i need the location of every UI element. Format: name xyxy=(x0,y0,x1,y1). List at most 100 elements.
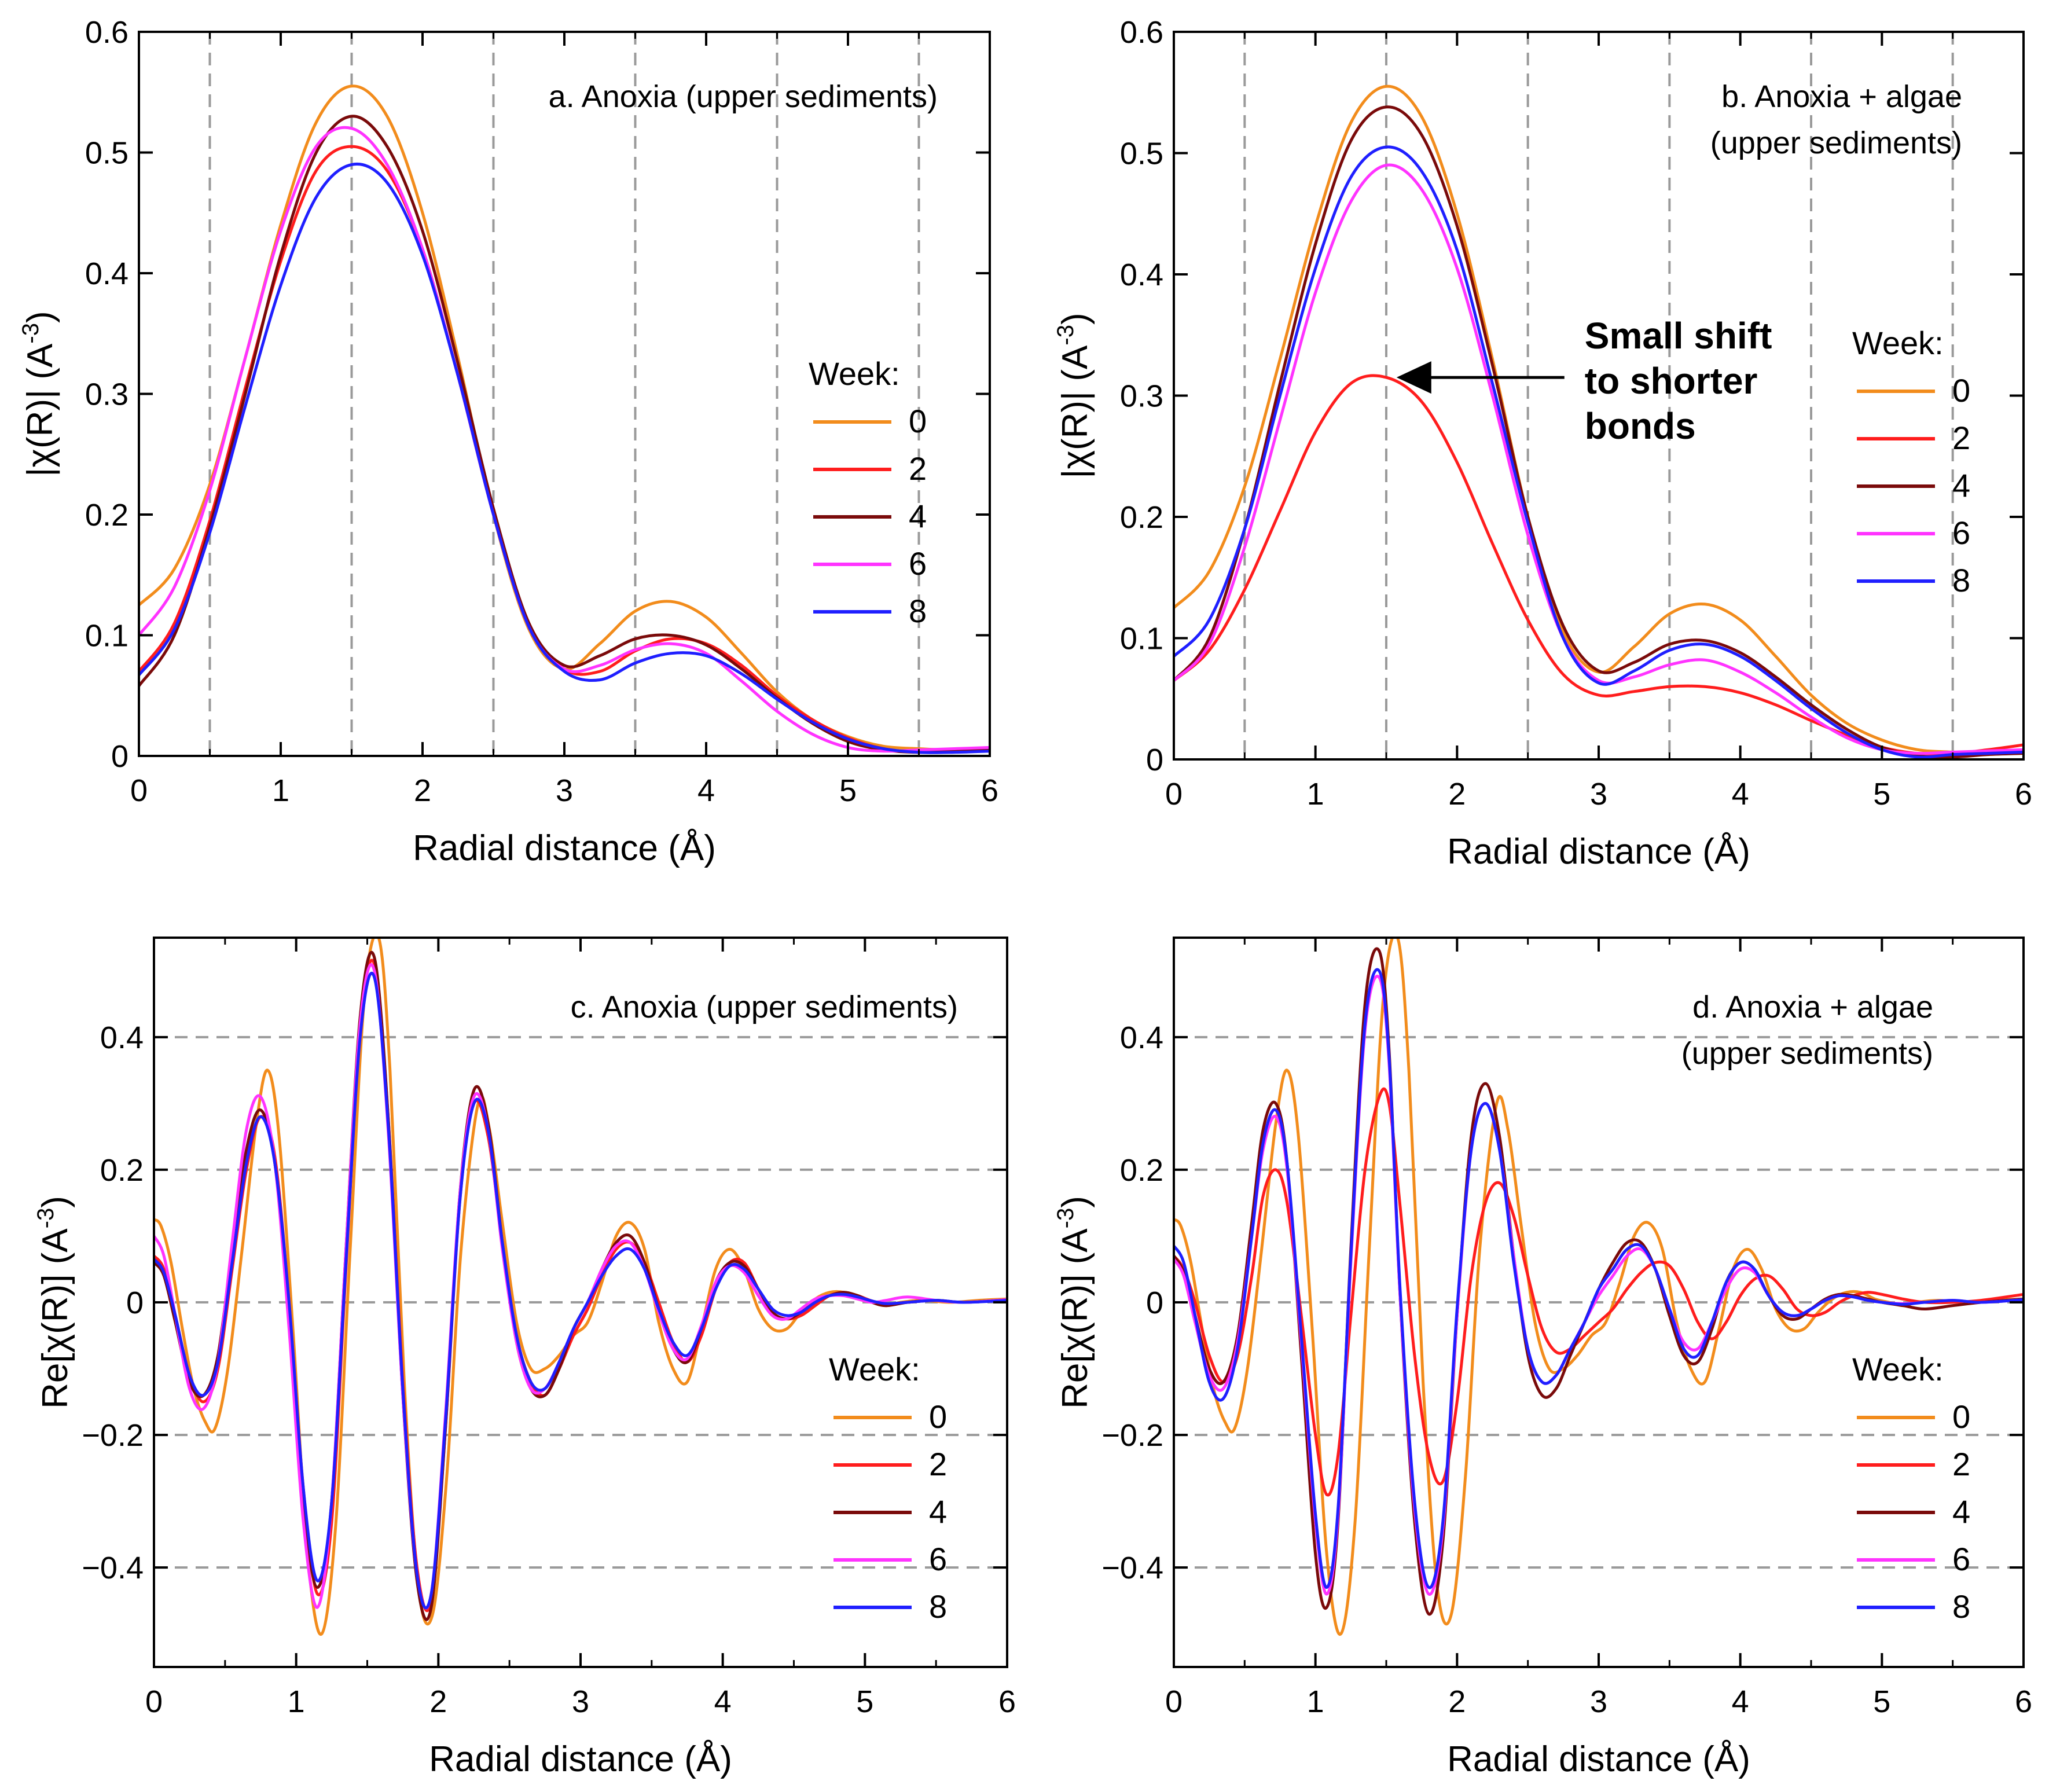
x-tick-label: 1 xyxy=(272,773,289,808)
y-axis-title-main: Re[χ(R)] (A xyxy=(1055,1228,1095,1409)
x-tick-label: 6 xyxy=(981,773,998,808)
x-axis-title: Radial distance (Å) xyxy=(1447,832,1750,872)
legend-label-week-0: 0 xyxy=(929,1398,947,1435)
legend-label-week-6: 6 xyxy=(1952,1541,1970,1577)
x-tick-label: 5 xyxy=(839,773,857,808)
series-line-week-4 xyxy=(139,115,990,754)
legend-label-week-8: 8 xyxy=(909,593,927,629)
y-tick-label: 0 xyxy=(126,1286,144,1320)
annotation-text: Small shift xyxy=(1585,315,1772,357)
legend-label-week-6: 6 xyxy=(909,545,927,582)
x-tick-label: 6 xyxy=(2015,1684,2032,1719)
y-tick-label: 0.3 xyxy=(85,377,128,412)
legend-label-week-0: 0 xyxy=(909,403,927,439)
x-tick-label: 2 xyxy=(429,1684,447,1719)
series-line-week-8 xyxy=(1174,968,2024,1589)
legend-label-week-4: 4 xyxy=(909,498,927,534)
legend: Week:0 2 4 6 8 xyxy=(1852,325,1970,598)
axes-frame xyxy=(138,31,991,757)
y-axis-title-main: Re[χ(R)] (A xyxy=(35,1228,75,1409)
x-tick-label: 1 xyxy=(1307,777,1324,811)
x-axis-title: Radial distance (Å) xyxy=(1447,1739,1750,1779)
legend: Week:0 2 4 6 8 xyxy=(1852,1351,1970,1625)
y-axis-title-superscript: -3 xyxy=(1053,325,1078,346)
y-tick-label: 0.2 xyxy=(1120,1153,1163,1188)
y-axis-title: Re[χ(R)] (A-3) xyxy=(33,1196,75,1409)
legend-label-week-8: 8 xyxy=(929,1588,947,1625)
x-tick-label: 1 xyxy=(1307,1684,1324,1719)
legend-label-week-6: 6 xyxy=(1952,515,1970,551)
y-tick-label: −0.2 xyxy=(1101,1418,1163,1453)
y-tick-label: 0.5 xyxy=(1120,137,1163,171)
y-axis-title-end: ) xyxy=(1055,313,1095,325)
x-tick-label: 3 xyxy=(1590,1684,1607,1719)
legend-label-week-2: 2 xyxy=(929,1446,947,1482)
series-line-week-8 xyxy=(154,972,1007,1610)
y-axis-title-superscript: -3 xyxy=(33,1208,58,1229)
panel-b: 0 1 2 3 4 5 6 0 0.1 0.2 0.3 0.4 0.5 0.6 Radial distanc… xyxy=(1053,15,2032,872)
annotation-text: to shorter xyxy=(1585,360,1758,402)
annotation-text: bonds xyxy=(1585,405,1696,447)
series-line-week-0 xyxy=(154,938,1007,1636)
panel-title-b: b. Anoxia + algae xyxy=(1721,79,1962,114)
panel-a: 0 1 2 3 4 5 6 0 0.1 0.2 0.3 0.4 0.5 0.6 Radial distanc… xyxy=(18,15,998,868)
y-tick-label: 0.4 xyxy=(85,256,128,291)
y-tick-label: 0 xyxy=(1146,1286,1163,1320)
y-axis-title-superscript: -3 xyxy=(1053,1208,1078,1229)
x-tick-label: 4 xyxy=(714,1684,732,1719)
series-group xyxy=(1174,938,2024,1636)
legend-title: Week: xyxy=(809,355,900,392)
y-tick-label: 0.2 xyxy=(1120,500,1163,535)
y-axis-title-end: ) xyxy=(35,1196,75,1208)
x-tick-label: 2 xyxy=(1448,1684,1466,1719)
y-tick-label: 0.1 xyxy=(1120,622,1163,656)
y-axis-title: |χ(R)| (A-3) xyxy=(18,311,60,476)
y-tick-label: 0 xyxy=(111,739,128,774)
gridlines xyxy=(1243,32,1954,759)
legend-label-week-2: 2 xyxy=(1952,420,1970,456)
legend-title: Week: xyxy=(1852,1351,1944,1387)
x-tick-label: 5 xyxy=(1873,777,1890,811)
series-line-week-6 xyxy=(139,126,990,753)
x-tick-label: 3 xyxy=(1590,777,1607,811)
legend-label-week-2: 2 xyxy=(1952,1446,1970,1482)
series-group xyxy=(1174,85,2024,759)
x-tick-label: 0 xyxy=(130,773,148,808)
x-tick-label: 0 xyxy=(1165,777,1183,811)
x-tick-label: 4 xyxy=(1732,1684,1749,1719)
y-tick-label: 0.1 xyxy=(85,619,128,653)
series-group xyxy=(154,938,1007,1636)
x-tick-label: 4 xyxy=(1732,777,1749,811)
panel-d: 0 1 2 3 4 5 6 −0.4 −0.2 0 0.2 0.4 Radial distance (Å… xyxy=(1053,937,2032,1779)
panel-title-d: (upper sediments) xyxy=(1681,1036,1933,1071)
y-axis-title-end: ) xyxy=(1055,1196,1095,1208)
y-axis-title: |χ(R)| (A-3) xyxy=(1053,313,1095,478)
x-tick-label: 5 xyxy=(1873,1684,1890,1719)
y-tick-label: 0.4 xyxy=(100,1020,144,1055)
y-tick-label: 0.4 xyxy=(1120,1020,1163,1055)
series-line-week-6 xyxy=(1174,163,2024,755)
panel-c: 0 1 2 3 4 5 6 −0.4 −0.2 0 0.2 0.4 Radial distance (Å… xyxy=(33,937,1016,1779)
panel-title-d: d. Anoxia + algae xyxy=(1692,990,1933,1024)
x-tick-label: 0 xyxy=(1165,1684,1183,1719)
legend-label-week-4: 4 xyxy=(929,1493,947,1530)
x-tick-label: 3 xyxy=(572,1684,589,1719)
x-axis-title: Radial distance (Å) xyxy=(429,1739,732,1779)
y-tick-label: 0.6 xyxy=(1120,15,1163,50)
y-tick-label: 0.4 xyxy=(1120,258,1163,292)
y-axis-title: Re[χ(R)] (A-3) xyxy=(1053,1196,1095,1409)
legend-label-week-0: 0 xyxy=(1952,372,1970,409)
series-line-week-8 xyxy=(1174,145,2024,759)
y-tick-label: 0.6 xyxy=(85,15,128,50)
series-line-week-0 xyxy=(139,85,990,752)
x-tick-label: 4 xyxy=(697,773,715,808)
y-tick-label: −0.4 xyxy=(1101,1551,1163,1585)
y-tick-label: 0.2 xyxy=(100,1153,144,1188)
legend-title: Week: xyxy=(1852,325,1944,361)
x-tick-label: 2 xyxy=(1448,777,1466,811)
gridlines xyxy=(1174,1035,2024,1569)
annotation-arrow-head xyxy=(1396,361,1431,394)
series-line-week-4 xyxy=(154,950,1007,1621)
x-axis-title: Radial distance (Å) xyxy=(413,828,716,868)
